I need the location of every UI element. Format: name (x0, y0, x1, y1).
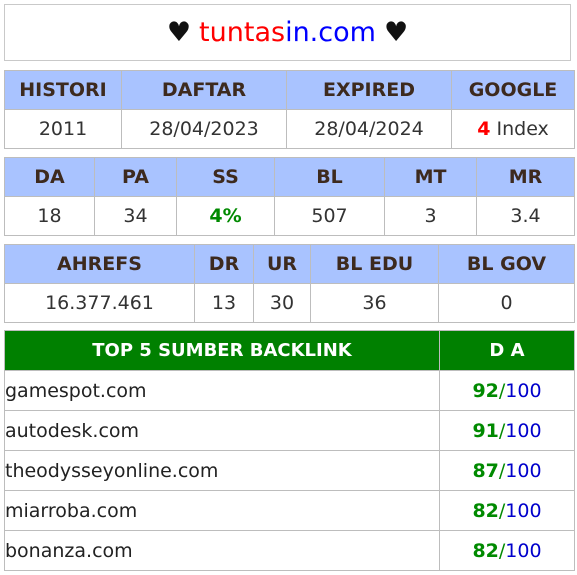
header-bl: BL (274, 157, 385, 197)
backlink-da-separator: / (498, 419, 506, 442)
table-row: theodysseyonline.com 87/100 (4, 450, 575, 491)
backlink-da-max: 100 (505, 499, 542, 522)
expired-value: 28/04/2024 (286, 109, 452, 149)
backlink-da-value: 87 (472, 459, 499, 482)
bl-value: 507 (274, 196, 385, 236)
header-backlink-source: TOP 5 SUMBER BACKLINK (4, 330, 440, 371)
top-backlink-sources-table: TOP 5 SUMBER BACKLINK D A gamespot.com 9… (4, 330, 575, 571)
header-mr: MR (476, 157, 575, 197)
seo-metrics-table: DA PA SS BL MT MR 18 34 4% 507 3 3.4 (4, 157, 575, 236)
daftar-value: 28/04/2023 (121, 109, 287, 149)
bl-edu-value: 36 (310, 283, 439, 323)
da-value: 18 (4, 196, 95, 236)
backlink-da-value: 92 (472, 379, 499, 402)
backlink-da-separator: / (498, 539, 506, 562)
mt-value: 3 (384, 196, 477, 236)
heart-icon-right: ♥ (383, 17, 409, 48)
table-row: bonanza.com 82/100 (4, 530, 575, 571)
backlink-da: 82/100 (439, 490, 575, 531)
table-row: gamespot.com 92/100 (4, 370, 575, 411)
backlink-site[interactable]: bonanza.com (4, 530, 440, 571)
heart-icon-left: ♥ (166, 17, 192, 48)
ahrefs-value: 16.377.461 (4, 283, 195, 323)
header-ur: UR (253, 244, 311, 284)
header-mt: MT (384, 157, 477, 197)
ur-value: 30 (253, 283, 311, 323)
backlink-da-value: 82 (472, 499, 499, 522)
domain-title-part1: tuntas (199, 17, 286, 48)
header-expired: EXPIRED (286, 70, 452, 110)
backlink-site[interactable]: gamespot.com (4, 370, 440, 411)
backlink-da-value: 91 (472, 419, 499, 442)
header-ahrefs: AHREFS (4, 244, 195, 284)
histori-value: 2011 (4, 109, 122, 149)
mr-value: 3.4 (476, 196, 575, 236)
backlink-da: 87/100 (439, 450, 575, 491)
pa-value: 34 (94, 196, 177, 236)
dr-value: 13 (194, 283, 254, 323)
backlink-da-max: 100 (505, 419, 542, 442)
google-index-value: 4 Index (451, 109, 575, 149)
header-google: GOOGLE (451, 70, 575, 110)
header-backlink-da: D A (439, 330, 575, 371)
header-daftar: DAFTAR (121, 70, 287, 110)
ss-value: 4% (176, 196, 275, 236)
header-bl-gov: BL GOV (438, 244, 575, 284)
site-title-banner: ♥ tuntasin.com ♥ (4, 4, 571, 61)
ahrefs-metrics-table: AHREFS DR UR BL EDU BL GOV 16.377.461 13… (4, 244, 575, 323)
backlink-site[interactable]: theodysseyonline.com (4, 450, 440, 491)
domain-title-part2: in.com (285, 17, 376, 48)
header-dr: DR (194, 244, 254, 284)
backlink-da: 92/100 (439, 370, 575, 411)
header-bl-edu: BL EDU (310, 244, 439, 284)
bl-gov-value: 0 (438, 283, 575, 323)
backlink-da: 91/100 (439, 410, 575, 451)
backlink-da-separator: / (498, 379, 506, 402)
backlink-da-max: 100 (505, 539, 542, 562)
table-row: autodesk.com 91/100 (4, 410, 575, 451)
backlink-da-separator: / (498, 459, 506, 482)
domain-history-table: HISTORI DAFTAR EXPIRED GOOGLE 2011 28/04… (4, 70, 575, 149)
table-row: miarroba.com 82/100 (4, 490, 575, 531)
backlink-da-value: 82 (472, 539, 499, 562)
google-index-count: 4 (477, 118, 491, 140)
header-da: DA (4, 157, 95, 197)
backlink-site[interactable]: miarroba.com (4, 490, 440, 531)
header-ss: SS (176, 157, 275, 197)
backlink-da-separator: / (498, 499, 506, 522)
ss-value-text: 4% (209, 205, 242, 227)
backlink-site[interactable]: autodesk.com (4, 410, 440, 451)
backlink-da-max: 100 (505, 459, 542, 482)
google-index-label: Index (496, 118, 549, 140)
backlink-da: 82/100 (439, 530, 575, 571)
backlink-da-max: 100 (505, 379, 542, 402)
domain-title[interactable]: tuntasin.com (199, 17, 376, 48)
header-histori: HISTORI (4, 70, 122, 110)
header-pa: PA (94, 157, 177, 197)
